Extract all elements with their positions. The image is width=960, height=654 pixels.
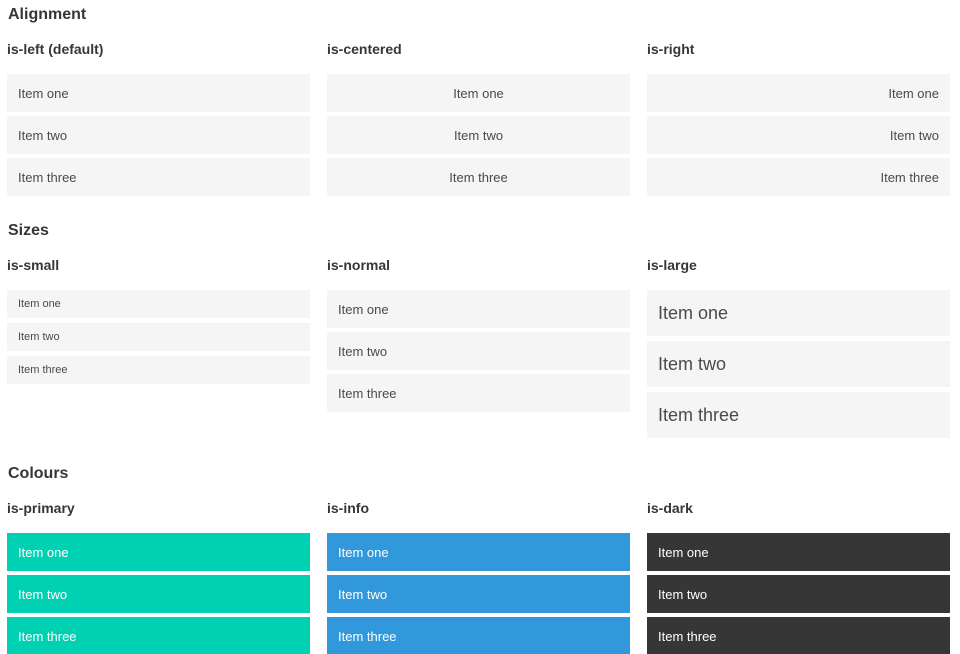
column-heading-is-normal: is-normal [327, 257, 391, 273]
section-title-sizes: Sizes [8, 222, 49, 239]
column-is-centered: is-centered Item one Item two Item three [327, 41, 630, 200]
list-is-right: Item one Item two Item three [647, 74, 950, 196]
column-heading-is-small: is-small [7, 257, 60, 273]
list-item: Item one [327, 533, 630, 571]
column-is-dark: is-dark Item one Item two Item three [647, 500, 950, 654]
list-is-large: Item one Item two Item three [647, 290, 950, 438]
list-item: Item one [327, 74, 630, 112]
section-sizes: Sizes is-small Item one Item two Item th… [7, 221, 950, 443]
colours-grid: is-primary Item one Item two Item three … [7, 500, 950, 654]
list-item: Item one [647, 290, 950, 336]
list-is-primary: Item one Item two Item three [7, 533, 310, 654]
section-title-colours: Colours [8, 465, 69, 482]
list-is-centered: Item one Item two Item three [327, 74, 630, 196]
list-item: Item three [7, 617, 310, 654]
sizes-grid: is-small Item one Item two Item three is… [7, 257, 950, 443]
column-is-info: is-info Item one Item two Item three [327, 500, 630, 654]
list-item: Item one [647, 74, 950, 112]
list-item: Item three [327, 617, 630, 654]
list-item: Item two [327, 332, 630, 370]
list-item: Item two [7, 575, 310, 613]
section-title-alignment: Alignment [8, 6, 87, 23]
list-is-info: Item one Item two Item three [327, 533, 630, 654]
list-is-dark: Item one Item two Item three [647, 533, 950, 654]
column-is-right: is-right Item one Item two Item three [647, 41, 950, 200]
section-alignment: Alignment is-left (default) Item one Ite… [7, 5, 950, 200]
column-is-normal: is-normal Item one Item two Item three [327, 257, 630, 416]
list-item: Item one [7, 290, 310, 318]
section-colours: Colours is-primary Item one Item two Ite… [7, 464, 950, 654]
list-item: Item two [327, 575, 630, 613]
column-heading-is-primary: is-primary [7, 500, 75, 516]
list-item: Item two [647, 575, 950, 613]
list-item: Item one [7, 74, 310, 112]
column-heading-is-info: is-info [327, 500, 369, 516]
list-item: Item two [647, 341, 950, 387]
list-item: Item three [7, 158, 310, 196]
list-item: Item two [7, 116, 310, 154]
column-is-left: is-left (default) Item one Item two Item… [7, 41, 310, 200]
list-item: Item one [7, 533, 310, 571]
alignment-grid: is-left (default) Item one Item two Item… [7, 41, 950, 200]
list-is-left: Item one Item two Item three [7, 74, 310, 196]
column-heading-is-right: is-right [647, 41, 695, 57]
list-item: Item three [647, 158, 950, 196]
column-heading-is-dark: is-dark [647, 500, 693, 516]
column-heading-is-large: is-large [647, 257, 697, 273]
list-item: Item three [327, 158, 630, 196]
column-heading-is-left: is-left (default) [7, 41, 104, 57]
column-is-small: is-small Item one Item two Item three [7, 257, 310, 389]
list-item: Item two [7, 323, 310, 351]
list-item: Item three [327, 374, 630, 412]
column-heading-is-centered: is-centered [327, 41, 402, 57]
list-item: Item one [327, 290, 630, 328]
list-item: Item three [7, 356, 310, 384]
list-item: Item two [327, 116, 630, 154]
list-item: Item three [647, 617, 950, 654]
list-item: Item two [647, 116, 950, 154]
list-item: Item one [647, 533, 950, 571]
column-is-primary: is-primary Item one Item two Item three [7, 500, 310, 654]
list-is-normal: Item one Item two Item three [327, 290, 630, 412]
column-is-large: is-large Item one Item two Item three [647, 257, 950, 443]
list-is-small: Item one Item two Item three [7, 290, 310, 384]
list-item: Item three [647, 392, 950, 438]
